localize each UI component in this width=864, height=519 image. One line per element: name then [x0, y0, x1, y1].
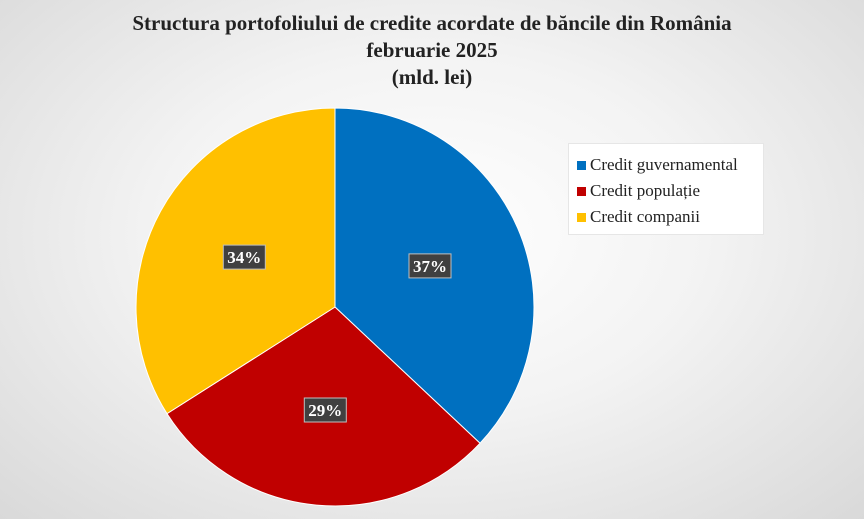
chart-legend: Credit guvernamental Credit populație Cred…: [568, 143, 764, 235]
chart-unit-label: (mld. lei): [391, 65, 473, 89]
data-label-text-2: 34%: [227, 248, 261, 267]
chart-title: Structura portofoliului de credite acord…: [132, 11, 732, 35]
legend-swatch-0: [577, 160, 586, 170]
data-label-box-1: [303, 397, 347, 423]
legend-swatch-2: [577, 212, 586, 222]
legend-item-0: Credit guvernamental: [577, 152, 763, 178]
legend-label-0: Credit guvernamental: [590, 155, 738, 174]
legend-swatch-1: [577, 186, 586, 196]
data-label-box-0: [408, 253, 452, 279]
data-label-text-1: 29%: [308, 401, 342, 420]
chart-subtitle: februarie 2025: [366, 38, 498, 62]
chart-title-block: Structura portofoliului de credite acord…: [0, 10, 864, 91]
legend-label-1: Credit populație: [590, 181, 701, 200]
legend-item-1: Credit populație: [577, 178, 763, 204]
data-label-text-0: 37%: [413, 257, 447, 276]
data-label-box-2: [222, 244, 266, 270]
legend-label-2: Credit companii: [590, 207, 701, 226]
data-label-1: 29%: [303, 397, 347, 423]
data-label-2: 34%: [222, 244, 266, 270]
data-label-0: 37%: [408, 253, 452, 279]
legend-item-2: Credit companii: [577, 204, 763, 230]
